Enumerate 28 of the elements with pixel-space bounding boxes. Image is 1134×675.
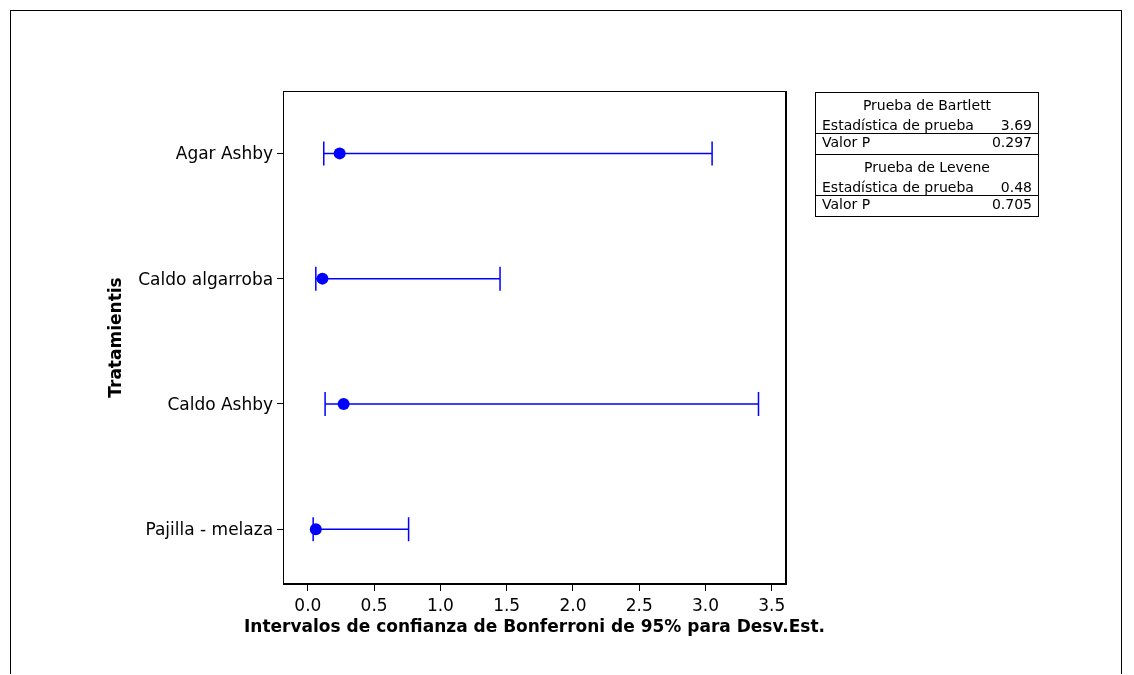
y-axis-title: Tratamientis [105,277,126,398]
text: Estadística de prueba [822,179,974,195]
text: Valor P [822,134,871,150]
y-tick-label: Pajilla - melaza [145,519,274,540]
text: Valor P [822,196,871,212]
x-tick-label: 1.5 [493,594,521,615]
y-tick-label: Caldo Ashby [167,393,274,414]
x-tick-label: 2.5 [625,594,653,615]
y-tick-label: Caldo algarroba [138,268,274,289]
text: Prueba de Levene [863,159,991,175]
text: 0.705 [991,196,1032,212]
point [337,397,350,410]
x-axis-title: Intervalos de confianza de Bonferroni de 95% para Desv.Est. [244,616,825,637]
text: 0.297 [991,134,1032,150]
point [309,523,322,536]
text: Prueba de Bartlett [861,97,993,113]
x-tick-label: 0.0 [294,594,322,615]
text: Estadística de prueba [822,117,974,133]
text: 0.48 [1000,179,1032,195]
x-tick-label: 3.0 [691,594,719,615]
x-tick-label: 0.5 [360,594,388,615]
point [316,272,329,285]
x-tick-label: 1.0 [426,594,454,615]
point [333,147,346,160]
x-tick-label: 3.5 [758,594,786,615]
y-tick-label: Agar Ashby [175,143,274,164]
text: 3.69 [1000,117,1032,133]
x-tick-label: 2.0 [559,594,587,615]
